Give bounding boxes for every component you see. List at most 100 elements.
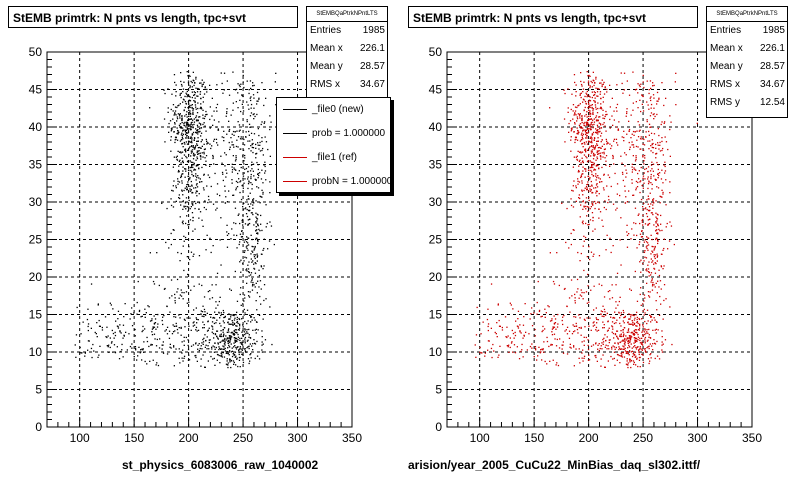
data-point (655, 222, 657, 224)
data-point (638, 356, 641, 359)
data-point (662, 147, 664, 150)
data-point (643, 172, 645, 174)
data-point (220, 335, 222, 338)
data-point (555, 345, 558, 347)
data-point (200, 141, 202, 143)
data-point (601, 85, 603, 88)
data-point (657, 128, 659, 130)
data-point (628, 313, 630, 315)
data-point (198, 116, 200, 118)
data-point (588, 359, 591, 361)
data-point (237, 92, 239, 94)
data-point (659, 295, 661, 298)
data-point (624, 202, 626, 204)
data-point (639, 293, 641, 296)
data-point (208, 176, 211, 179)
data-point (191, 81, 193, 84)
data-point (235, 348, 238, 350)
data-point (581, 137, 583, 139)
data-point (149, 252, 151, 254)
data-point (229, 146, 231, 148)
data-point (253, 113, 255, 115)
data-point (191, 133, 193, 135)
data-point (259, 230, 261, 232)
data-point (531, 347, 533, 349)
data-point (194, 94, 196, 96)
data-point (189, 118, 191, 120)
data-point (580, 83, 583, 86)
data-point (176, 132, 178, 135)
data-point (138, 309, 141, 312)
data-point (224, 350, 227, 352)
data-point (115, 320, 117, 322)
data-point (652, 113, 654, 116)
data-point (635, 88, 638, 90)
data-point (643, 331, 646, 333)
data-point (241, 318, 243, 320)
data-point (241, 103, 243, 105)
data-point (176, 127, 178, 129)
data-point (182, 101, 184, 103)
data-point (586, 215, 588, 217)
data-point (637, 214, 639, 216)
data-point (655, 216, 657, 218)
data-point (251, 278, 253, 280)
data-point (575, 138, 577, 140)
data-point (591, 139, 593, 141)
data-point (182, 360, 184, 362)
data-point (253, 317, 255, 319)
data-point (119, 324, 121, 326)
data-point (153, 333, 156, 335)
data-point (580, 127, 582, 129)
data-point (213, 337, 215, 339)
data-point (250, 173, 252, 176)
data-point (619, 322, 621, 325)
data-point (589, 185, 591, 188)
data-point (635, 346, 637, 349)
data-point (254, 245, 256, 248)
data-point (597, 344, 599, 346)
data-point (256, 113, 258, 116)
data-point (597, 102, 599, 104)
data-point (255, 179, 257, 181)
data-point (175, 156, 177, 158)
data-point (208, 348, 210, 350)
data-point (601, 342, 603, 344)
data-point (592, 119, 594, 121)
data-point (168, 330, 171, 332)
data-point (250, 274, 252, 276)
data-point (561, 319, 563, 322)
data-point (584, 187, 586, 189)
data-point (590, 189, 592, 191)
data-point (654, 245, 656, 248)
data-point (226, 201, 229, 203)
data-point (200, 358, 202, 360)
data-point (256, 292, 258, 294)
data-point (249, 360, 251, 362)
data-point (247, 176, 249, 178)
data-point (665, 226, 667, 228)
data-point (648, 222, 651, 225)
data-point (193, 123, 195, 126)
data-point (595, 78, 597, 80)
data-point (196, 140, 198, 142)
data-point (190, 329, 192, 331)
data-point (622, 329, 624, 331)
data-point (574, 141, 576, 144)
data-point (213, 119, 215, 121)
data-point (223, 339, 226, 341)
data-point (593, 100, 595, 102)
data-point (607, 201, 609, 204)
data-point (233, 314, 235, 317)
data-point (625, 352, 627, 354)
data-point (606, 234, 608, 236)
data-point (591, 142, 593, 144)
data-point (585, 129, 588, 131)
data-point (606, 330, 609, 332)
data-point (515, 320, 517, 322)
data-point (626, 364, 628, 366)
data-point (643, 138, 645, 141)
data-point (582, 127, 584, 129)
data-point (576, 278, 579, 281)
data-point (215, 307, 217, 309)
